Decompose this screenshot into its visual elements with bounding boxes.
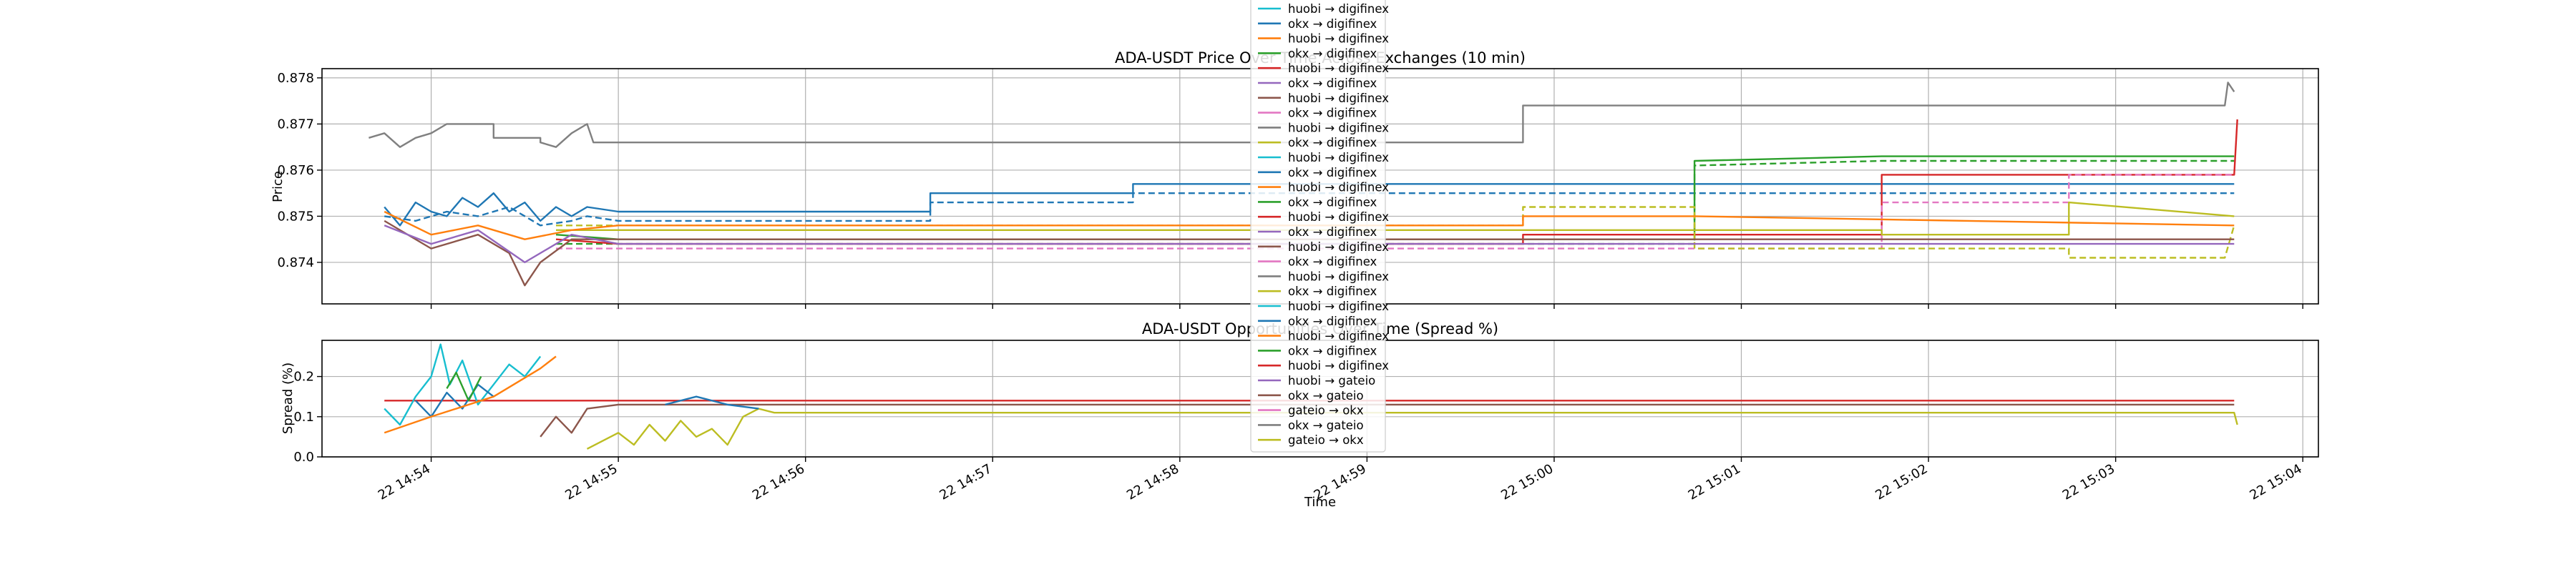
legend-label-26: okx → gateio (1288, 389, 1364, 403)
legend-label-13: okx → digifinex (1288, 195, 1377, 209)
legend-label-23: okx → digifinex (1288, 344, 1377, 358)
legend-entry-10: huobi → digifinex (1258, 151, 1389, 164)
legend-label-10: huobi → digifinex (1288, 151, 1389, 164)
legend-entry-16: huobi → digifinex (1258, 240, 1389, 254)
spread-series-4 (384, 355, 557, 434)
legend-entry-12: huobi → digifinex (1258, 181, 1389, 194)
price-y-tick-label-1: 0.875 (277, 209, 314, 224)
legend-entry-20: huobi → digifinex (1258, 300, 1389, 313)
legend-label-11: okx → digifinex (1288, 166, 1377, 179)
legend-entry-11: okx → digifinex (1258, 166, 1377, 179)
price-series-1 (384, 192, 2235, 227)
legend-entry-27: gateio → okx (1258, 404, 1364, 418)
price-y-tick-label-3: 0.877 (277, 117, 314, 132)
legend-label-20: huobi → digifinex (1288, 300, 1389, 313)
price-series-6 (556, 174, 2235, 250)
price-series-9 (384, 210, 2235, 240)
price-y-ticks: 0.874 0.875 0.876 0.877 0.878 (277, 71, 322, 270)
price-series-2 (369, 82, 2235, 148)
legend-entry-17: okx → digifinex (1258, 255, 1377, 269)
spread-series-layer (384, 343, 2238, 450)
legend-entry-29: gateio → okx (1258, 433, 1364, 447)
legend-entry-18: huobi → digifinex (1258, 270, 1389, 283)
legend-entry-23: okx → digifinex (1258, 344, 1377, 358)
legend-entry-26: okx → gateio (1258, 389, 1364, 403)
spread-y-tick-label-0: 0.0 (293, 450, 314, 465)
spread-series-5 (540, 403, 2235, 438)
legend-label-22: huobi → digifinex (1288, 330, 1389, 343)
legend-label-7: okx → digifinex (1288, 107, 1377, 120)
spread-y-tick-label-2: 0.2 (293, 370, 314, 385)
legend-label-4: huobi → digifinex (1288, 61, 1389, 75)
legend-label-9: okx → digifinex (1288, 136, 1377, 149)
legend-entry-24: huobi → digifinex (1258, 359, 1389, 373)
spread-x-axis-label: Time (1304, 495, 1336, 510)
legend-label-16: huobi → digifinex (1288, 240, 1389, 254)
spread-series-2 (414, 383, 494, 418)
legend-entry-9: okx → digifinex (1258, 136, 1377, 149)
price-y-tick-label-0: 0.874 (277, 255, 314, 270)
legend-label-0: huobi → digifinex (1288, 2, 1389, 16)
legend-entry-5: okx → digifinex (1258, 77, 1377, 90)
legend-entry-22: huobi → digifinex (1258, 330, 1389, 343)
legend-label-21: okx → digifinex (1288, 315, 1377, 328)
price-y-tick-label-4: 0.878 (277, 71, 314, 86)
legend-entry-21: okx → digifinex (1258, 315, 1377, 328)
legend-label-14: huobi → digifinex (1288, 210, 1389, 224)
legend-label-25: huobi → gateio (1288, 374, 1375, 388)
spread-series-3 (446, 371, 482, 402)
price-y-axis-label: Price (270, 171, 286, 202)
legend-entry-1: okx → digifinex (1258, 17, 1377, 31)
legend-entry-7: okx → digifinex (1258, 107, 1377, 120)
legend-entry-28: okx → gateio (1258, 418, 1364, 432)
legend-label-29: gateio → okx (1288, 433, 1364, 447)
legend-label-5: okx → digifinex (1288, 77, 1377, 90)
legend-entry-15: okx → digifinex (1258, 225, 1377, 239)
legend-label-12: huobi → digifinex (1288, 181, 1389, 194)
legend-label-8: huobi → digifinex (1288, 121, 1389, 134)
price-series-10 (384, 220, 2235, 287)
legend-box (1250, 0, 1386, 453)
price-series-0 (384, 183, 2235, 227)
legend-entry-4: huobi → digifinex (1258, 61, 1389, 75)
legend-label-27: gateio → okx (1288, 404, 1364, 418)
legend-label-24: huobi → digifinex (1288, 359, 1389, 373)
price-series-11 (384, 225, 2235, 264)
legend-label-17: okx → digifinex (1288, 255, 1377, 269)
legend-label-15: okx → digifinex (1288, 225, 1377, 239)
price-y-tick-label-2: 0.876 (277, 163, 314, 178)
spread-series-7 (665, 395, 759, 410)
legend-entry-6: huobi → digifinex (1258, 92, 1389, 105)
legend-entry-14: huobi → digifinex (1258, 210, 1389, 224)
legend-entry-19: okx → digifinex (1258, 285, 1377, 298)
legend-label-3: okx → digifinex (1288, 46, 1377, 60)
spread-y-tick-label-1: 0.1 (293, 410, 314, 425)
price-series-8 (556, 201, 2235, 236)
spread-y-axis-label: Spread (%) (280, 363, 296, 434)
legend-entry-13: okx → digifinex (1258, 195, 1377, 209)
spread-series-6 (586, 408, 2238, 450)
legend-label-1: okx → digifinex (1288, 17, 1377, 31)
legend-entry-0: huobi → digifinex (1258, 2, 1389, 16)
price-series-layer (369, 82, 2238, 287)
legend-label-19: okx → digifinex (1288, 285, 1377, 298)
legend-entry-2: huobi → digifinex (1258, 32, 1389, 46)
legend-label-28: okx → gateio (1288, 418, 1364, 432)
legend-entry-8: huobi → digifinex (1258, 121, 1389, 134)
spread-y-ticks: 0.0 0.1 0.2 (293, 370, 322, 465)
legend-label-18: huobi → digifinex (1288, 270, 1389, 283)
legend-entry-3: okx → digifinex (1258, 46, 1377, 60)
legend-label-6: huobi → digifinex (1288, 92, 1389, 105)
legend-entry-25: huobi → gateio (1258, 374, 1375, 388)
legend-label-2: huobi → digifinex (1288, 32, 1389, 46)
